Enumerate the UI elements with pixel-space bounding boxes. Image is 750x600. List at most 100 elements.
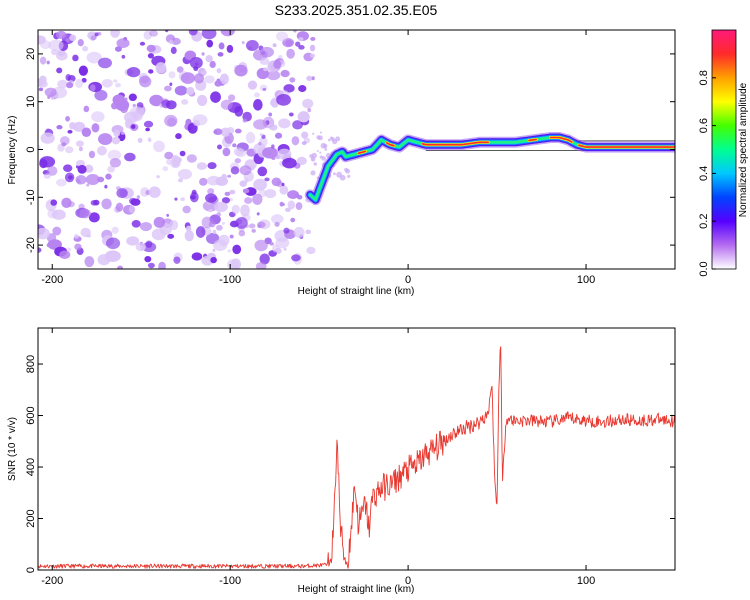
noise-blob	[153, 216, 166, 228]
noise-blob	[316, 149, 319, 152]
noise-blob	[217, 52, 224, 57]
noise-blob	[191, 252, 203, 261]
noise-blob	[283, 227, 290, 234]
noise-blob	[149, 30, 159, 37]
noise-blob	[196, 162, 208, 170]
noise-blob	[77, 164, 87, 174]
noise-blob	[285, 207, 291, 212]
y-tick-label: 600	[25, 406, 37, 424]
noise-blob	[77, 39, 84, 47]
noise-blob	[98, 133, 113, 146]
noise-blob	[242, 188, 250, 194]
noise-blob	[104, 184, 108, 189]
noise-blob	[234, 158, 242, 164]
noise-blob	[201, 30, 217, 40]
noise-blob	[101, 198, 112, 210]
noise-blob	[137, 137, 143, 143]
noise-blob	[89, 84, 96, 92]
noise-blob	[65, 146, 74, 154]
noise-blob	[164, 151, 174, 160]
noise-blob	[208, 209, 213, 213]
noise-blob	[345, 168, 351, 174]
noise-blob	[213, 128, 223, 136]
noise-blob	[105, 173, 112, 180]
noise-blob	[259, 253, 270, 265]
noise-blob	[296, 156, 307, 166]
colorbar: 0.0 0.2 0.4 0.6 0.8 Normalized spectral ampl…	[698, 29, 749, 277]
noise-blob	[97, 145, 107, 156]
colorbar-tick-label: 0.2	[698, 214, 710, 229]
noise-blob	[65, 74, 72, 81]
noise-blob	[221, 221, 226, 225]
noise-blob	[309, 53, 316, 58]
noise-blob	[282, 202, 285, 206]
noise-blob	[277, 148, 292, 160]
noise-blob	[156, 175, 160, 179]
noise-blob	[179, 150, 186, 157]
noise-blob	[207, 188, 215, 195]
noise-blob	[269, 241, 274, 246]
noise-blob	[220, 99, 233, 110]
noise-blob	[59, 250, 71, 259]
noise-blob	[119, 102, 129, 114]
noise-blob	[175, 133, 182, 140]
noise-blob	[139, 75, 152, 88]
noise-blob	[56, 125, 63, 130]
noise-blob	[90, 35, 97, 40]
noise-blob	[128, 197, 138, 205]
noise-blob	[169, 220, 179, 231]
noise-blob	[50, 49, 59, 56]
y-tick-label: 400	[25, 458, 37, 476]
noise-blob	[61, 142, 67, 147]
noise-blob	[38, 247, 42, 253]
noise-blob	[298, 37, 304, 42]
noise-blob	[148, 186, 161, 198]
noise-blob	[232, 244, 242, 255]
noise-blob	[229, 197, 233, 202]
ridge-core-red	[357, 150, 367, 155]
noise-blob	[298, 45, 305, 50]
y-tick-label: 0	[25, 146, 37, 152]
noise-blob	[75, 140, 84, 147]
noise-blob	[245, 131, 256, 144]
noise-blob	[221, 173, 227, 181]
noise-blob	[291, 136, 300, 146]
noise-blob	[51, 209, 66, 220]
noise-blob	[257, 166, 268, 177]
noise-blob	[200, 69, 207, 76]
noise-blob	[263, 67, 268, 72]
noise-blob	[238, 230, 246, 237]
noise-blob	[293, 30, 297, 33]
noise-blob	[148, 139, 152, 143]
noise-blob	[333, 172, 336, 176]
y-tick-label: 0	[25, 567, 37, 573]
noise-blob	[146, 44, 156, 53]
noise-blob	[239, 180, 247, 187]
noise-blob	[107, 149, 122, 161]
noise-blob	[39, 158, 48, 169]
noise-blob	[312, 132, 315, 135]
snr-series	[38, 346, 675, 569]
noise-blob	[145, 240, 153, 248]
noise-blob	[267, 123, 274, 130]
colorbar-tick-label: 0.0	[698, 261, 710, 276]
noise-blob	[81, 77, 87, 83]
noise-blob	[73, 121, 86, 132]
noise-blob	[254, 92, 260, 98]
noise-blob	[65, 115, 70, 122]
noise-blob	[288, 112, 294, 117]
noise-blob	[93, 199, 100, 206]
ridge-core-red	[421, 141, 490, 146]
noise-blob	[301, 141, 307, 146]
noise-blob	[347, 174, 351, 178]
noise-blob	[295, 41, 301, 47]
colorbar-ticks: 0.0 0.2 0.4 0.6 0.8	[698, 70, 716, 277]
noise-blob	[201, 52, 205, 56]
noise-blob	[309, 154, 314, 159]
noise-blob	[129, 106, 145, 119]
noise-blob	[116, 38, 130, 49]
noise-blob	[209, 60, 216, 69]
noise-blob	[148, 69, 154, 74]
noise-blob	[197, 94, 208, 107]
